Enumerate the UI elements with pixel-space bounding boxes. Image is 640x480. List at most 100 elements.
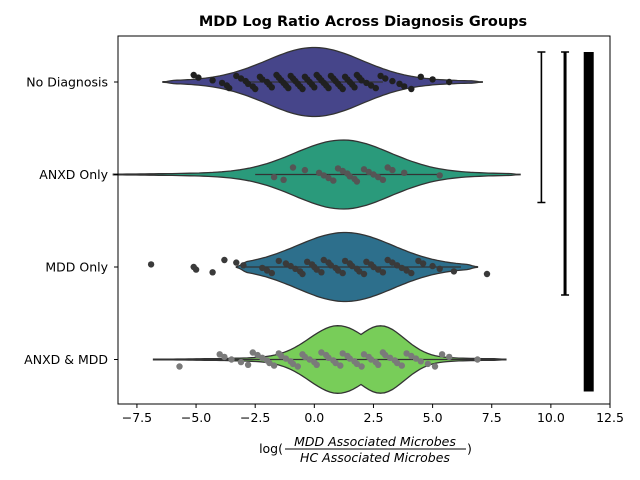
x-axis-label: log( MDD Associated Microbes HC Associat… bbox=[259, 434, 472, 465]
data-point bbox=[339, 269, 346, 277]
data-point bbox=[360, 166, 368, 173]
data-point bbox=[301, 166, 309, 174]
data-point bbox=[429, 76, 436, 83]
data-point bbox=[259, 76, 266, 83]
data-point bbox=[190, 71, 197, 79]
data-point bbox=[417, 73, 424, 81]
data-point bbox=[401, 83, 408, 90]
data-point bbox=[221, 353, 228, 361]
data-point bbox=[353, 178, 361, 185]
data-point bbox=[382, 75, 389, 82]
plot-frame bbox=[117, 35, 611, 405]
data-point bbox=[384, 256, 391, 264]
data-point bbox=[313, 361, 320, 368]
data-point bbox=[398, 362, 405, 369]
data-point bbox=[147, 261, 155, 268]
data-point bbox=[306, 356, 313, 363]
x-axis-label-numerator: MDD Associated Microbes bbox=[294, 434, 456, 449]
data-point bbox=[301, 353, 309, 361]
data-point bbox=[360, 270, 368, 278]
data-point bbox=[403, 267, 410, 274]
data-point bbox=[389, 166, 396, 174]
data-point bbox=[436, 172, 443, 179]
data-point bbox=[367, 356, 375, 363]
data-point bbox=[429, 262, 436, 270]
data-point bbox=[436, 265, 443, 272]
data-point bbox=[393, 359, 401, 367]
data-point bbox=[292, 265, 299, 272]
data-point bbox=[320, 172, 327, 179]
x-axis-label-suffix: ) bbox=[467, 441, 472, 456]
data-point bbox=[379, 269, 387, 276]
data-point bbox=[289, 360, 297, 368]
x-tick-label: 5.0 bbox=[423, 410, 443, 425]
data-point bbox=[209, 269, 216, 276]
data-point bbox=[483, 270, 491, 278]
data-point bbox=[325, 174, 332, 182]
data-point bbox=[379, 176, 387, 183]
data-point bbox=[389, 77, 396, 85]
data-point bbox=[318, 269, 325, 276]
data-point bbox=[282, 355, 290, 362]
data-point bbox=[266, 359, 273, 367]
x-tick-label: −7.5 bbox=[122, 410, 152, 425]
data-point bbox=[334, 267, 342, 274]
data-point bbox=[417, 358, 424, 365]
data-point bbox=[315, 169, 323, 176]
data-point bbox=[226, 84, 233, 92]
data-point bbox=[375, 361, 382, 368]
y-axis-ticks: No Diagnosis ANXD Only MDD Only ANXD & MDD bbox=[24, 75, 118, 367]
data-point bbox=[474, 356, 481, 363]
data-point bbox=[389, 259, 396, 266]
chart-title: MDD Log Ratio Across Diagnosis Groups bbox=[199, 14, 527, 30]
points-layer bbox=[147, 71, 491, 370]
data-point bbox=[339, 350, 346, 357]
data-point bbox=[268, 269, 275, 277]
data-point bbox=[278, 352, 285, 360]
data-point bbox=[341, 257, 349, 265]
significance-bars-layer bbox=[537, 51, 594, 392]
data-point bbox=[346, 173, 353, 180]
data-point bbox=[332, 359, 339, 367]
data-point bbox=[384, 164, 391, 171]
data-point bbox=[334, 165, 342, 172]
data-point bbox=[325, 84, 332, 92]
data-point bbox=[363, 79, 370, 87]
data-point bbox=[299, 270, 306, 278]
data-point bbox=[446, 353, 453, 361]
data-point bbox=[396, 80, 403, 88]
x-tick-label: 7.5 bbox=[482, 410, 502, 425]
violins-layer bbox=[112, 46, 521, 394]
data-point bbox=[358, 77, 365, 84]
data-point bbox=[259, 354, 266, 361]
data-point bbox=[218, 79, 226, 87]
data-point bbox=[285, 84, 292, 92]
data-point bbox=[372, 84, 379, 92]
data-point bbox=[275, 257, 282, 265]
data-point bbox=[270, 362, 278, 369]
data-point bbox=[382, 351, 389, 359]
x-tick-label: 0.0 bbox=[304, 410, 324, 425]
data-point bbox=[386, 354, 394, 361]
data-point bbox=[398, 264, 405, 272]
data-point bbox=[431, 363, 439, 370]
data-point bbox=[450, 268, 458, 275]
x-tick-label: −2.5 bbox=[240, 410, 270, 425]
data-point bbox=[294, 363, 301, 370]
data-point bbox=[408, 269, 415, 277]
data-point bbox=[221, 256, 228, 264]
data-point bbox=[327, 262, 335, 269]
data-point bbox=[377, 72, 384, 80]
data-point bbox=[349, 262, 356, 270]
data-point bbox=[412, 355, 420, 362]
y-tick-label: ANXD Only bbox=[39, 167, 108, 182]
data-point bbox=[287, 262, 294, 270]
data-point bbox=[401, 169, 408, 176]
data-point bbox=[254, 351, 261, 359]
data-point bbox=[339, 167, 346, 175]
data-point bbox=[375, 173, 382, 181]
data-point bbox=[318, 349, 325, 356]
data-point bbox=[408, 85, 415, 93]
data-point bbox=[195, 74, 202, 81]
